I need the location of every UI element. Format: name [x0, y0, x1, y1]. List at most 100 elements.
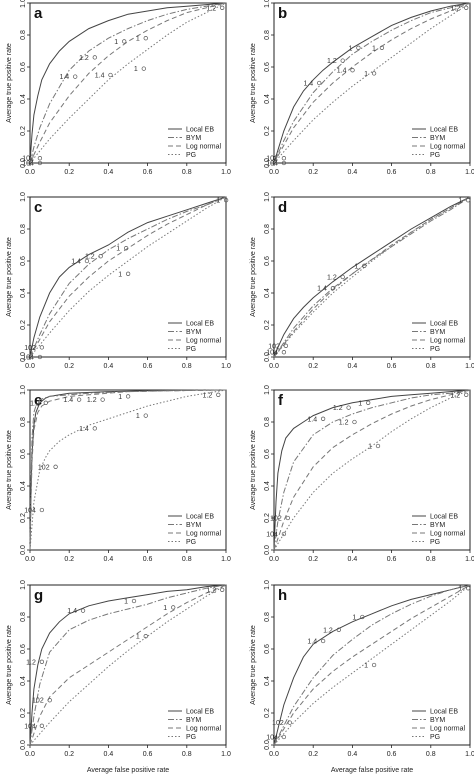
x-tick-label: 1.0	[465, 556, 474, 563]
threshold-label: 1.4	[317, 286, 327, 293]
threshold-marker	[281, 734, 287, 740]
plot-frame	[273, 2, 471, 164]
threshold-label: 1.2	[26, 659, 36, 666]
series-line-bym	[273, 389, 471, 551]
threshold-marker	[320, 638, 326, 644]
threshold-label: 104	[22, 161, 34, 168]
threshold-label: 1.4	[63, 397, 73, 404]
y-tick-label: 0.0	[264, 545, 271, 555]
threshold-marker	[43, 400, 48, 405]
threshold-marker	[84, 258, 90, 264]
threshold-marker	[352, 419, 357, 425]
y-tick-label: 1.0	[20, 192, 27, 202]
threshold-label: 1.2	[79, 55, 89, 62]
threshold-label: 1.4	[303, 81, 313, 88]
threshold-marker	[143, 36, 148, 41]
threshold-label: 1	[136, 634, 140, 641]
threshold-marker	[220, 5, 225, 10]
threshold-label: 1	[136, 413, 140, 420]
threshold-marker	[356, 45, 361, 50]
legend-entry: BYM	[430, 329, 445, 336]
legend-entry: PG	[186, 152, 196, 159]
y-tick-label: 0.0	[264, 740, 271, 750]
legend-entry: Local EB	[186, 709, 214, 716]
y-tick-label: 0.8	[264, 224, 271, 234]
x-tick-label: 0.6	[387, 556, 397, 563]
threshold-marker	[340, 58, 345, 63]
x-tick-label: 0.6	[143, 363, 153, 370]
threshold-marker	[464, 392, 469, 397]
plot-frame	[29, 196, 227, 358]
y-tick-label: 0.6	[20, 644, 27, 654]
threshold-marker	[366, 400, 371, 405]
threshold-label: 1.2	[87, 397, 97, 404]
legend-entry: BYM	[186, 522, 201, 529]
threshold-label: 1.4	[307, 639, 317, 646]
y-tick-label: 1.0	[264, 192, 271, 202]
x-tick-label: 0.8	[182, 363, 192, 370]
threshold-label: 102	[266, 156, 278, 163]
x-tick-label: 0.0	[25, 556, 35, 563]
y-tick-label: 0.2	[264, 320, 271, 330]
threshold-marker	[346, 405, 351, 410]
x-tick-label: 0.0	[269, 363, 279, 370]
legend-entry: Log normal	[430, 338, 465, 345]
legend-entry: Log normal	[430, 144, 465, 151]
x-tick-label: 0.6	[143, 751, 153, 758]
threshold-label: 1.2	[450, 392, 460, 399]
x-tick-label: 0.6	[143, 169, 153, 176]
threshold-marker	[281, 531, 287, 537]
threshold-marker	[330, 286, 336, 291]
series-line-local-eb	[29, 2, 227, 164]
threshold-label: 1	[118, 271, 122, 278]
x-axis-title: Average false positive rate	[87, 767, 169, 774]
y-axis-title: Average true positive rate	[6, 625, 13, 705]
legend-entry: PG	[186, 539, 196, 546]
threshold-marker	[143, 413, 148, 418]
threshold-label: 1	[116, 246, 120, 253]
legend-entry: Local EB	[186, 514, 214, 521]
x-tick-label: 0.2	[308, 556, 318, 563]
series-line-bym	[29, 2, 227, 164]
legend-entry: Log normal	[430, 726, 465, 733]
threshold-marker	[285, 515, 290, 521]
x-tick-label: 0.4	[348, 169, 358, 176]
x-tick-label: 0.4	[104, 363, 114, 370]
series-line-local-eb	[29, 196, 227, 358]
threshold-label: 1.4	[67, 608, 77, 615]
legend-entry: BYM	[430, 717, 445, 724]
series-line-local-eb	[273, 2, 471, 164]
threshold-label: 102	[24, 345, 36, 352]
plot-frame	[273, 196, 471, 358]
legend-entry: Local EB	[430, 321, 458, 328]
y-axis-title: Average true positive rate	[250, 625, 257, 705]
threshold-label: 1.2	[206, 587, 216, 594]
panel-f: f 0.00.0 0.2 0.2 0.4 0.4 0.6 0.6 0.8 0.8 1.0 1.0 Ave…	[250, 385, 474, 563]
threshold-marker	[281, 160, 287, 166]
legend-entry: PG	[430, 152, 440, 159]
y-tick-label: 0.8	[20, 224, 27, 234]
legend-entry: BYM	[186, 329, 201, 336]
x-tick-label: 1.0	[221, 751, 231, 758]
y-tick-label: 0.0	[20, 545, 27, 555]
threshold-label: 1	[124, 599, 128, 606]
threshold-label: 1	[163, 605, 167, 612]
legend-entry: BYM	[186, 135, 201, 142]
threshold-marker	[320, 416, 326, 421]
threshold-marker	[466, 586, 471, 591]
series-line-bym	[29, 584, 227, 746]
y-tick-label: 0.4	[20, 676, 27, 686]
threshold-label: 102	[270, 516, 282, 523]
series-line-local-eb	[273, 196, 471, 358]
threshold-marker	[53, 464, 58, 469]
threshold-marker	[216, 392, 221, 397]
y-tick-label: 0.4	[264, 676, 271, 686]
y-tick-label: 0.6	[20, 256, 27, 266]
y-tick-label: 0.6	[264, 256, 271, 266]
y-tick-label: 0.4	[264, 94, 271, 104]
y-tick-label: 0.0	[264, 158, 271, 168]
